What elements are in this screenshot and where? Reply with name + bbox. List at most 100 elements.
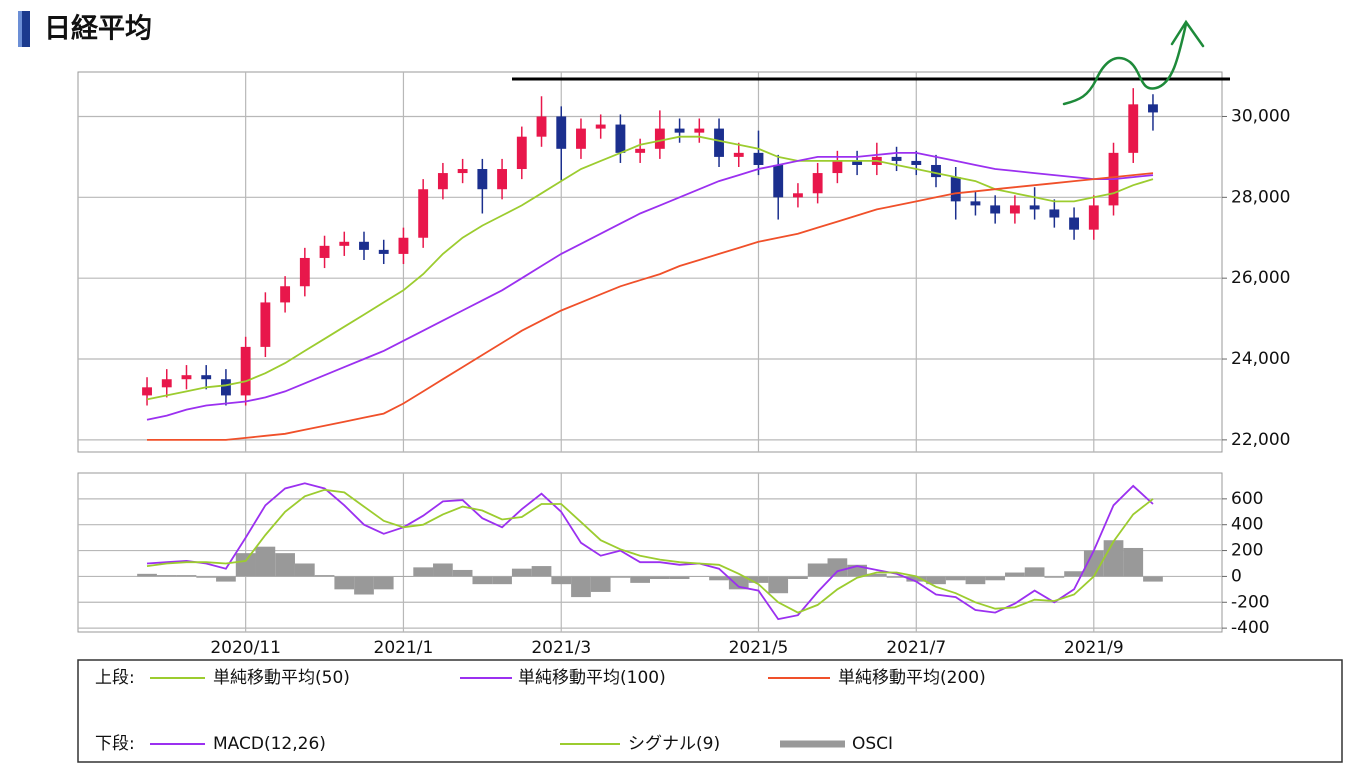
series-line (146, 152, 1154, 421)
candle-body (832, 160, 843, 174)
y-tick-label: 26,000 (1231, 268, 1290, 288)
candle-body (733, 152, 744, 157)
osci-bar (926, 576, 946, 585)
candle-body (497, 169, 507, 190)
series-line (146, 135, 1154, 401)
candle-body (437, 173, 448, 190)
osci-bar (235, 553, 256, 577)
y-tick-label: 400 (1231, 515, 1263, 535)
osci-bar (788, 576, 808, 579)
x-tick-label: 2021/3 (531, 638, 591, 658)
candle-body (773, 164, 784, 198)
candle-body (694, 128, 705, 133)
y-tick-label: -400 (1231, 618, 1270, 638)
y-tick-label: 0 (1231, 566, 1242, 586)
y-tick-label: 28,000 (1231, 187, 1290, 207)
candle-body (615, 124, 626, 153)
candle-body (536, 116, 547, 137)
osci-bar (906, 576, 927, 582)
candle-body (181, 375, 192, 380)
candle-body (1029, 205, 1040, 210)
candle-body (911, 160, 922, 165)
osci-bar (1044, 576, 1065, 578)
legend-label: 単純移動平均(200) (838, 668, 986, 688)
y-tick-label: 600 (1231, 489, 1263, 509)
legend-heading: 上段: (95, 668, 135, 688)
osci-bar (590, 576, 611, 592)
candle-body (319, 245, 330, 258)
candle-body (280, 286, 291, 303)
x-tick-label: 2021/1 (374, 638, 434, 658)
osci-bar (985, 576, 1006, 581)
osci-bar (669, 576, 690, 579)
osci-bar (827, 558, 848, 577)
legend-label: OSCI (852, 734, 893, 754)
candle-body (260, 302, 271, 347)
osci-bar (886, 576, 907, 578)
candle-body (950, 177, 961, 202)
osci-bar (216, 576, 236, 582)
legend-label: MACD(12,26) (213, 734, 326, 754)
candle-body (1088, 205, 1099, 230)
osci-bar (196, 576, 217, 578)
candle-body (378, 249, 389, 254)
osci-bar (531, 566, 552, 577)
y-tick-label: -200 (1231, 592, 1270, 612)
x-tick-label: 2021/9 (1064, 638, 1124, 658)
osci-bar (433, 563, 453, 577)
osci-bar (334, 576, 355, 590)
candle-body (299, 257, 310, 287)
osci-bar (1143, 576, 1163, 582)
x-tick-label: 2020/11 (210, 638, 281, 658)
candle-body (398, 237, 409, 254)
candle-body (635, 148, 646, 153)
osci-bar (294, 563, 315, 577)
legend-label: 単純移動平均(100) (518, 668, 666, 688)
candle-body (1148, 104, 1158, 113)
osci-bar (709, 576, 729, 581)
main-plot (77, 71, 1223, 453)
osci-bar (255, 546, 276, 577)
osci-bar (393, 576, 414, 577)
candle-body (240, 346, 251, 396)
osci-bar (275, 553, 295, 577)
legend-box (77, 659, 1343, 763)
candle-body (339, 241, 350, 246)
candle-body (359, 241, 369, 250)
y-tick-label: 22,000 (1231, 430, 1290, 450)
osci-bar (492, 576, 512, 585)
candle-body (516, 136, 527, 170)
x-tick-label: 2021/5 (729, 638, 789, 658)
chart-title: 日経平均 (44, 13, 152, 45)
candle-body (1069, 217, 1079, 230)
osci-bar (452, 569, 473, 577)
candle-body (714, 128, 724, 157)
osci-bar (1103, 540, 1124, 577)
series-line (146, 482, 1154, 621)
osci-bar (511, 568, 532, 577)
x-tick-label: 2021/7 (886, 638, 946, 658)
osci-bar (965, 576, 986, 585)
osci-bar (650, 576, 670, 579)
osci-bar (1024, 567, 1045, 577)
candle-body (812, 173, 823, 194)
candle-body (556, 116, 567, 149)
osci-bar (945, 576, 966, 581)
y-tick-label: 30,000 (1231, 106, 1290, 126)
y-tick-label: 200 (1231, 541, 1263, 561)
osci-bar (373, 576, 394, 590)
candle-body (576, 128, 586, 149)
osci-bar (748, 576, 769, 583)
candle-body (1128, 104, 1139, 153)
osci-bar (1005, 572, 1025, 577)
series-line (147, 172, 1154, 441)
candle-body (852, 160, 863, 165)
candle-body (654, 128, 665, 149)
legend-label: 単純移動平均(50) (213, 668, 350, 688)
osci-bar (1064, 571, 1084, 577)
osci-bar (689, 576, 710, 577)
osci-bar (413, 567, 434, 577)
osci-bar (630, 576, 650, 583)
candle-body (161, 379, 172, 388)
